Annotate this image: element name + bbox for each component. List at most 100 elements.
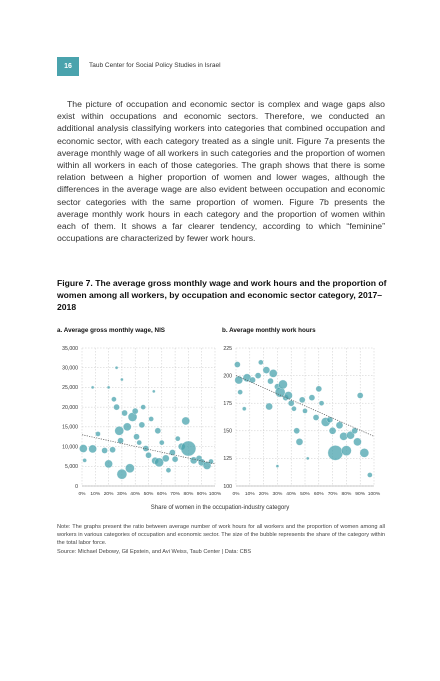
wage-bubble-chart: 0% 10% 20% 30% 40% 50% 60% 70% 80% 90% 100% 0 5,000 1… <box>62 346 222 497</box>
trend-line <box>235 375 375 437</box>
data-bubble <box>357 392 364 399</box>
y-tick-label: 225 <box>223 346 232 352</box>
data-bubble <box>295 438 304 446</box>
x-tick-label: 90% <box>355 491 365 497</box>
data-bubble <box>138 421 145 429</box>
panel-a-title: a. Average gross monthly wage, NIS <box>57 327 166 334</box>
y-tick-label: 15,000 <box>62 425 78 431</box>
data-bubble <box>312 414 320 421</box>
x-tick-label: 30% <box>273 491 283 497</box>
data-bubble <box>140 404 146 410</box>
trend-line <box>81 434 216 465</box>
x-tick-label: 30% <box>117 491 127 497</box>
x-tick-label: 20% <box>104 491 114 497</box>
data-bubble <box>125 463 135 473</box>
data-bubble <box>165 467 172 473</box>
data-bubble <box>353 437 362 446</box>
y-tick-label: 5,000 <box>65 464 78 470</box>
data-bubble <box>335 421 344 429</box>
data-bubble <box>171 456 179 463</box>
data-bubble <box>315 385 322 392</box>
x-tick-label: 70% <box>170 491 180 497</box>
x-tick-label: 10% <box>90 491 100 497</box>
x-tick-label: 80% <box>184 491 194 497</box>
data-bubble <box>308 394 316 401</box>
data-bubble <box>154 457 164 467</box>
data-bubble <box>169 449 176 456</box>
x-axis-caption: Share of women in the occupation-industr… <box>150 505 290 511</box>
data-bubble <box>275 464 280 468</box>
data-bubble <box>254 372 262 379</box>
y-tick-label: 25,000 <box>62 385 78 391</box>
data-bubble <box>133 433 140 440</box>
running-head: Taub Center for Social Policy Studies in… <box>89 62 221 69</box>
data-bubble <box>181 416 190 426</box>
data-bubble <box>114 366 119 370</box>
data-bubble <box>79 444 88 453</box>
x-tick-label: 0% <box>232 491 240 497</box>
data-bubble <box>136 439 142 446</box>
y-tick-label: 200 <box>223 373 232 379</box>
data-bubble <box>262 366 271 374</box>
data-bubble <box>306 456 310 461</box>
page-number-badge: 16 <box>57 57 79 76</box>
data-bubble <box>208 458 214 465</box>
x-tick-label: 40% <box>130 491 140 497</box>
x-tick-label: 100% <box>209 491 222 497</box>
data-bubble <box>175 436 181 442</box>
data-bubble <box>162 454 170 463</box>
y-tick-label: 175 <box>223 401 232 407</box>
y-tick-label: 20,000 <box>62 405 78 411</box>
y-tick-label: 125 <box>223 456 232 462</box>
data-bubble <box>121 409 128 417</box>
y-tick-label: 100 <box>223 484 232 490</box>
x-tick-label: 40% <box>286 491 296 497</box>
data-bubble <box>302 408 308 414</box>
figure-note: Note: The graphs present the ratio betwe… <box>57 523 385 556</box>
data-bubble <box>109 446 116 453</box>
data-bubble <box>293 427 300 434</box>
data-bubble <box>291 406 297 412</box>
data-bubble <box>152 389 156 394</box>
data-bubble <box>341 445 352 456</box>
y-tick-label: 10,000 <box>62 444 78 450</box>
data-bubble <box>278 379 288 390</box>
data-bubble <box>116 469 128 480</box>
data-bubble <box>258 359 264 366</box>
data-bubble <box>101 447 108 454</box>
data-bubble <box>367 472 373 478</box>
data-bubble <box>145 452 152 459</box>
data-bubble <box>242 406 247 411</box>
data-bubble <box>269 369 278 378</box>
data-bubble <box>351 427 358 434</box>
x-tick-label: 60% <box>314 491 324 497</box>
data-bubble <box>104 459 113 469</box>
data-bubble <box>114 426 124 436</box>
y-tick-label: 150 <box>223 429 232 435</box>
data-bubble <box>359 448 369 458</box>
data-bubble <box>327 445 344 461</box>
data-bubble <box>120 377 124 382</box>
x-tick-label: 100% <box>368 491 381 497</box>
x-tick-label: 60% <box>157 491 167 497</box>
data-bubble <box>339 432 348 441</box>
body-paragraph: The picture of occupation and economic s… <box>57 99 385 244</box>
data-bubble <box>346 431 355 440</box>
panel-b-title: b. Average monthly work hours <box>222 327 316 334</box>
data-bubble <box>148 416 154 422</box>
data-bubble <box>123 422 132 432</box>
data-bubble <box>90 385 95 390</box>
data-bubble <box>284 391 293 400</box>
data-bubble <box>106 385 111 390</box>
data-bubble <box>154 427 161 434</box>
data-bubble <box>88 444 97 454</box>
data-bubble <box>202 461 212 470</box>
x-tick-label: 10% <box>245 491 255 497</box>
x-tick-label: 0% <box>78 491 86 497</box>
data-bubble <box>299 396 306 404</box>
data-bubble <box>249 376 256 384</box>
data-bubble <box>237 389 243 395</box>
note-text: Note: The graphs present the ratio betwe… <box>57 524 385 547</box>
data-bubble <box>82 458 87 463</box>
x-tick-label: 50% <box>144 491 154 497</box>
